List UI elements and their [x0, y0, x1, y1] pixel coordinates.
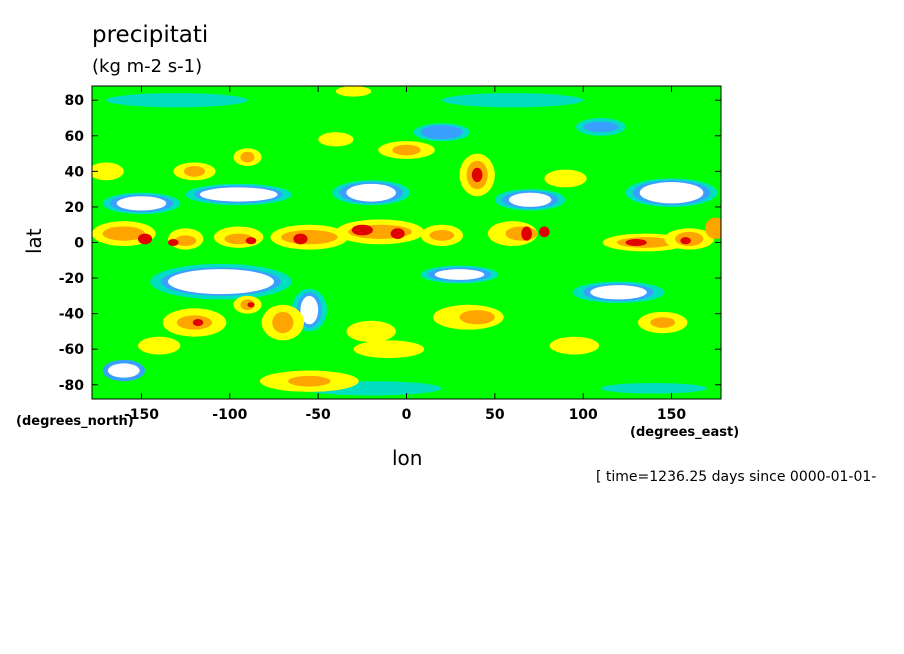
x-tick-label: -50	[306, 407, 332, 423]
contour-region	[351, 224, 373, 236]
x-axis-units: (degrees_east)	[630, 425, 740, 440]
x-tick-label: 0	[402, 407, 412, 423]
contour-region	[107, 363, 140, 378]
contour-region	[590, 285, 647, 300]
contour-region	[106, 93, 248, 108]
chart-title: precipitati	[92, 22, 209, 48]
time-annotation: [ time=1236.25 days since 0000-01-01-	[596, 469, 877, 485]
contour-region	[583, 121, 619, 133]
contour-region	[102, 226, 146, 241]
x-axis: -150 -100 -50 0 50 100 150	[124, 86, 686, 423]
contour-region	[429, 230, 455, 241]
contour-region	[639, 182, 704, 204]
x-tick-label: -150	[124, 407, 159, 423]
contour-region	[318, 132, 354, 147]
x-tick-label: 50	[485, 407, 505, 423]
y-tick-label: -80	[59, 378, 85, 394]
y-tick-label: 40	[65, 164, 85, 180]
contour-region	[625, 238, 647, 247]
contour-region	[434, 269, 485, 280]
contour-region	[521, 226, 532, 241]
contour-region	[441, 93, 584, 108]
contour-region	[544, 169, 587, 188]
contour-region	[224, 233, 253, 245]
contour-region	[300, 295, 319, 325]
contour-region	[183, 166, 206, 177]
y-tick-label: 60	[65, 129, 85, 145]
contour-region	[680, 237, 691, 245]
contour-region	[92, 162, 124, 181]
contour-region	[293, 233, 308, 245]
plot-area	[92, 86, 721, 399]
contour-region	[167, 238, 179, 247]
contour-region	[175, 235, 197, 247]
contour-region	[353, 340, 425, 359]
contour-region	[346, 183, 396, 202]
y-axis-label: lat	[22, 228, 46, 254]
y-tick-label: -20	[59, 271, 85, 287]
y-tick-label: -40	[59, 307, 85, 323]
contour-region	[247, 302, 255, 308]
contour-region	[459, 310, 495, 325]
contour-region	[335, 86, 372, 97]
x-tick-label: 150	[657, 407, 686, 423]
contour-region	[650, 317, 676, 328]
y-tick-label: -60	[59, 342, 85, 358]
contour-region	[346, 320, 396, 343]
contour-region	[549, 336, 600, 355]
contour-region	[420, 125, 464, 140]
contour-region	[508, 192, 552, 207]
contour-region	[137, 233, 153, 245]
contour-region	[392, 144, 421, 156]
y-tick-label: 80	[65, 93, 85, 109]
y-axis-units: (degrees_north)	[16, 414, 134, 429]
contour-region	[272, 311, 294, 334]
contour-region	[390, 228, 405, 239]
contour-region	[240, 299, 255, 311]
x-tick-label: 100	[569, 407, 598, 423]
contour-region	[288, 375, 331, 387]
y-axis: 80 60 40 20 0 -20 -40 -60 -80	[59, 93, 721, 394]
x-tick-label: -100	[212, 407, 247, 423]
contour-region	[167, 269, 274, 295]
contour-region	[240, 151, 255, 163]
contour-region	[471, 167, 483, 183]
y-tick-label: 20	[65, 200, 85, 216]
x-axis-label: lon	[392, 446, 423, 470]
contour-region	[116, 196, 167, 211]
chart-units: (kg m-2 s-1)	[92, 56, 203, 77]
contour-region	[705, 217, 721, 239]
contour-region	[539, 226, 550, 238]
contour-region	[137, 336, 181, 355]
contour-region	[281, 230, 338, 245]
contour-region	[192, 318, 204, 327]
y-tick-label: 0	[74, 236, 84, 252]
contour-region	[245, 237, 257, 245]
contour-region	[199, 187, 278, 202]
contour-region	[600, 382, 707, 394]
